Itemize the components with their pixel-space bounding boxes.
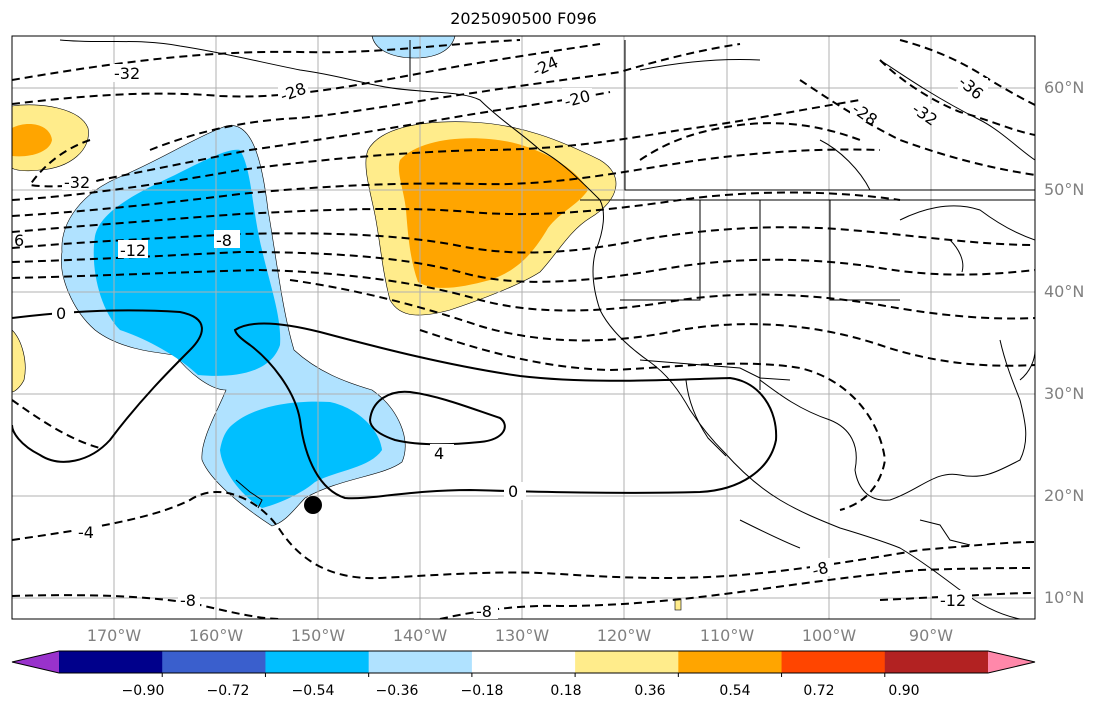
colorbar-tick-label: 0.72 (803, 683, 835, 699)
colorbar-bin (265, 651, 370, 673)
colorbar-tick-label: −0.90 (121, 683, 165, 699)
anomaly-shading (12, 36, 682, 611)
lon-label: 150°W (290, 626, 346, 645)
colorbar-tick-label: 0.54 (719, 683, 751, 699)
colorbar-tick-label: −0.54 (291, 683, 335, 699)
negative-anomaly-lower (220, 401, 382, 508)
lon-label: 170°W (86, 626, 142, 645)
contour-labels: -32 -28 -24 -20 -36 -32 -28 -32 -12 -8 6… (14, 52, 988, 621)
graticule (12, 36, 1035, 619)
colorbar-bin (59, 651, 163, 673)
map-title: 2025090500 F096 (450, 9, 597, 28)
lon-label: 140°W (392, 626, 448, 645)
colorbar-outline (11, 650, 1036, 674)
contour-label: -4 (78, 523, 94, 542)
colorbar-tick-label: −0.72 (206, 683, 250, 699)
colorbar-extend-low (12, 651, 59, 673)
lon-label: 110°W (699, 626, 755, 645)
lon-label: 90°W (908, 626, 954, 645)
colorbar-bin (678, 651, 783, 673)
lat-label: 40°N (1044, 282, 1085, 301)
colorbar-tick-label: 0.18 (550, 683, 582, 699)
lat-label: 60°N (1044, 78, 1085, 97)
contour-label: 4 (434, 444, 444, 463)
lat-label: 50°N (1044, 180, 1085, 199)
contour-label: -8 (216, 231, 232, 250)
storm-position-marker (304, 496, 322, 514)
contour-label: 6 (14, 231, 24, 250)
colorbar (11, 650, 1036, 677)
contour-label: -8 (476, 602, 492, 621)
contours (12, 39, 1035, 619)
lat-label: 20°N (1044, 486, 1085, 505)
colorbar-bin (471, 651, 576, 673)
colorbar-tick-label: 0.90 (888, 683, 920, 699)
colorbar-tick-label: 0.36 (634, 683, 666, 699)
colorbar-tick-label: −0.18 (460, 683, 504, 699)
lon-label: 100°W (801, 626, 857, 645)
contour-label: -12 (120, 241, 146, 260)
colorbar-extend-high (988, 651, 1035, 673)
contour-label: 0 (508, 482, 518, 501)
positive-anomaly-nw-dark (12, 124, 52, 157)
colorbar-bin (368, 651, 473, 673)
lon-label: 130°W (494, 626, 550, 645)
contour-label: 0 (56, 304, 66, 323)
lat-label: 30°N (1044, 384, 1085, 403)
negative-anomaly-upper (93, 149, 281, 376)
contour-label: -32 (114, 64, 140, 83)
colorbar-bin (781, 651, 886, 673)
lat-label: 10°N (1044, 588, 1085, 607)
contour-label: -32 (64, 173, 90, 192)
colorbar-bin (884, 651, 989, 673)
zero-contours (12, 309, 778, 500)
contour-label: -32 (909, 99, 941, 130)
lon-label: 120°W (596, 626, 652, 645)
lon-label: 160°W (188, 626, 244, 645)
positive-anomaly-west (12, 329, 26, 393)
contour-label: -36 (955, 72, 987, 103)
contour-label: -12 (940, 591, 966, 610)
map-frame (11, 35, 1036, 620)
contour-label: -28 (849, 99, 881, 130)
contour-label: -8 (180, 591, 196, 610)
colorbar-tick-label: −0.36 (375, 683, 419, 699)
contour-label: -8 (810, 558, 830, 580)
colorbar-bin (575, 651, 679, 673)
colorbar-bin (162, 651, 266, 673)
